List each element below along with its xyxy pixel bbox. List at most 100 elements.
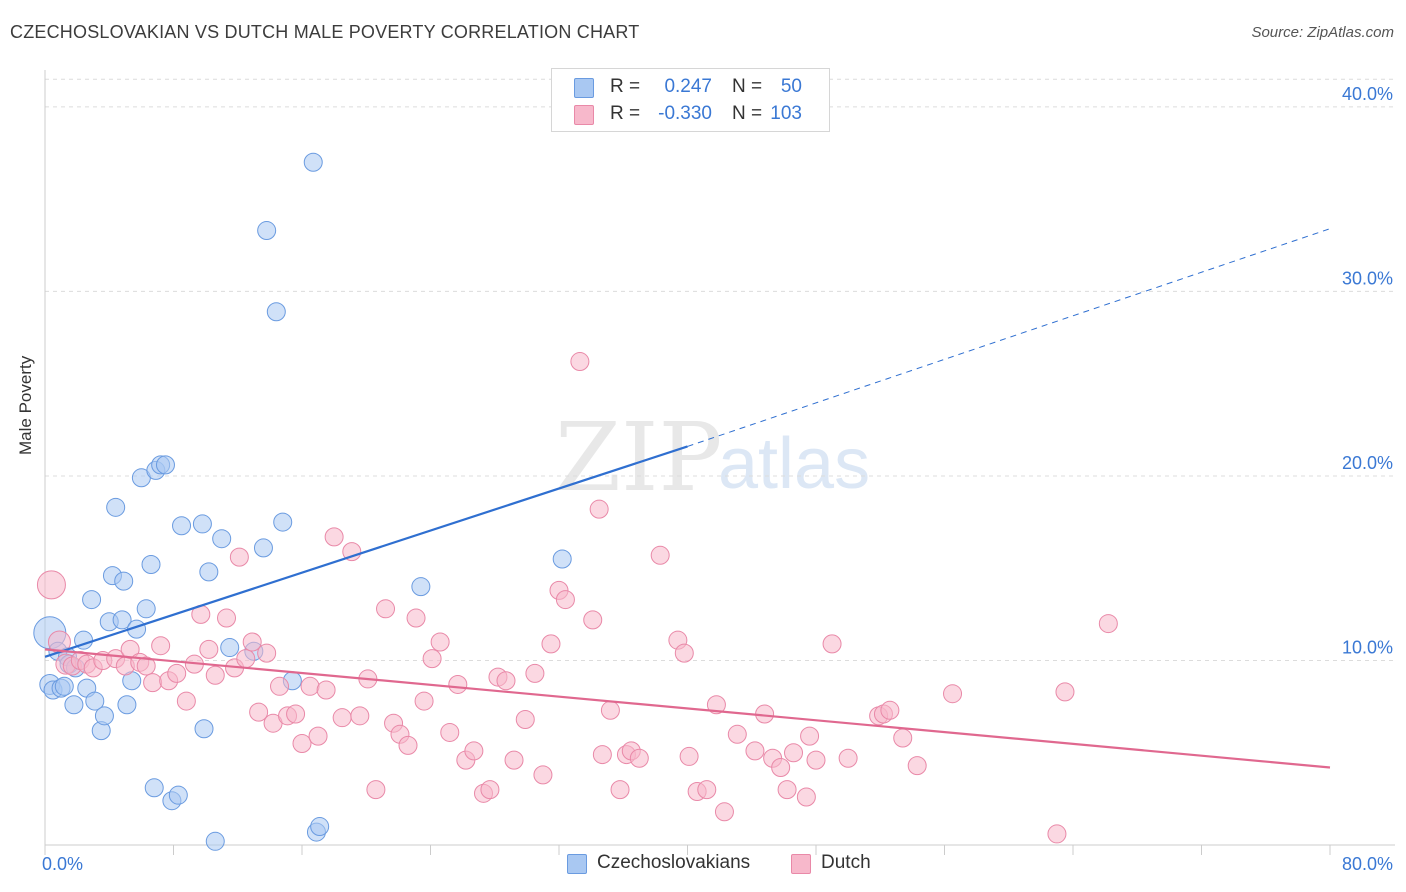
x-tick-label: 0.0%: [42, 854, 83, 874]
dutch-point: [907, 756, 927, 776]
czechoslovakian-point: [192, 514, 212, 534]
dutch-point: [286, 704, 306, 724]
x-tick-label: 80.0%: [1342, 854, 1393, 874]
czechoslovakian-point: [273, 512, 293, 532]
czechoslovakian-point: [141, 555, 161, 575]
dutch-point: [136, 656, 156, 676]
dutch-point: [806, 750, 826, 770]
y-tick-label: 10.0%: [1342, 637, 1393, 657]
dutch-point: [205, 665, 225, 685]
legend-r-label: R =: [610, 103, 641, 124]
bottom-legend-label: Dutch: [821, 852, 871, 873]
y-tick-label: 40.0%: [1342, 84, 1393, 104]
czechoslovakian-trend-extension: [687, 228, 1331, 447]
dutch-point: [629, 748, 649, 768]
legend-swatch-blue: [574, 78, 594, 98]
dutch-point: [143, 673, 163, 693]
dutch-point: [592, 745, 612, 765]
dutch-point: [448, 674, 468, 694]
czechoslovakian-point: [64, 695, 84, 715]
legend-row-dutch: R = -0.330 N = 103: [552, 101, 829, 127]
dutch-point: [771, 758, 791, 777]
correlation-legend: R = 0.247 N = 50 R = -0.330 N = 103: [551, 68, 830, 132]
dutch-point: [706, 695, 726, 715]
source-credit: Source: ZipAtlas.com: [1251, 24, 1394, 41]
dutch-point: [151, 636, 171, 656]
czechoslovakian-point: [136, 599, 156, 619]
dutch-point: [440, 722, 460, 742]
czechoslovakian-point: [85, 691, 105, 711]
dutch-point: [120, 639, 140, 659]
bottom-legend-swatch-pink: [791, 854, 811, 874]
dutch-point: [236, 649, 256, 669]
dutch-point: [650, 545, 670, 565]
dutch-point: [376, 599, 396, 619]
dutch-point: [176, 691, 196, 711]
dutch-point: [1098, 614, 1118, 634]
dutch-point: [167, 663, 187, 683]
czechoslovakian-trend-line: [44, 445, 688, 658]
chart-title: CZECHOSLOVAKIAN VS DUTCH MALE POVERTY CO…: [10, 22, 640, 42]
dutch-point: [229, 547, 249, 567]
dutch-point: [257, 643, 277, 663]
dutch-point: [199, 639, 219, 659]
czechoslovakian-point: [114, 571, 134, 591]
dutch-point: [589, 499, 609, 519]
dutch-point: [422, 649, 442, 669]
dutch-point: [1055, 682, 1075, 702]
legend-n-value: 50: [780, 76, 802, 97]
czechoslovakian-point: [94, 706, 114, 726]
czechoslovakian-point: [303, 152, 323, 172]
dutch-point: [610, 780, 630, 800]
y-tick-label: 30.0%: [1342, 268, 1393, 288]
dutch-point: [242, 632, 262, 652]
czechoslovakian-point: [144, 778, 164, 798]
dutch-point: [745, 741, 765, 761]
bottom-legend-swatch-blue: [567, 854, 587, 874]
dutch-point: [800, 726, 820, 746]
czechoslovakian-point: [212, 529, 232, 549]
watermark-atlas: atlas: [718, 424, 870, 504]
czechoslovakian-point: [266, 302, 286, 322]
dutch-point: [600, 700, 620, 720]
legend-r-label: R =: [610, 76, 641, 97]
dutch-point: [270, 676, 290, 696]
dutch-point: [342, 542, 362, 562]
dutch-point: [1047, 824, 1067, 844]
dutch-point: [541, 634, 561, 654]
dutch-point: [324, 527, 344, 547]
y-axis-label: Male Poverty: [16, 355, 35, 455]
dutch-point: [398, 735, 418, 755]
dutch-point: [308, 726, 328, 746]
dutch-point: [515, 710, 535, 730]
dutch-point: [350, 706, 370, 726]
dutch-point: [822, 634, 842, 654]
dutch-point: [496, 671, 516, 691]
dutch-point: [504, 750, 524, 770]
czechoslovakian-point: [199, 562, 219, 582]
dutch-point: [533, 765, 553, 785]
dutch-point: [943, 684, 963, 704]
dutch-point: [784, 743, 804, 763]
czechoslovakian-point: [205, 831, 225, 851]
dutch-point: [570, 352, 590, 372]
dutch-point: [893, 728, 913, 748]
dutch-point: [525, 663, 545, 683]
dutch-point: [332, 708, 352, 728]
czechoslovakian-point: [106, 497, 126, 517]
dutch-point: [777, 780, 797, 800]
legend-n-label: N =: [732, 76, 763, 97]
dutch-point: [555, 590, 575, 610]
czechoslovakian-point: [172, 516, 192, 536]
dutch-point: [217, 608, 237, 628]
legend-n-label: N =: [732, 103, 763, 124]
czechoslovakian-point: [54, 676, 74, 696]
dutch-point: [316, 680, 336, 700]
dutch-trend-line: [44, 648, 1331, 769]
czechoslovakian-point: [257, 221, 277, 241]
dutch-point: [714, 802, 734, 822]
legend-r-value: -0.330: [658, 103, 712, 124]
dutch-point: [796, 787, 816, 807]
czechoslovakian-point: [411, 577, 431, 597]
